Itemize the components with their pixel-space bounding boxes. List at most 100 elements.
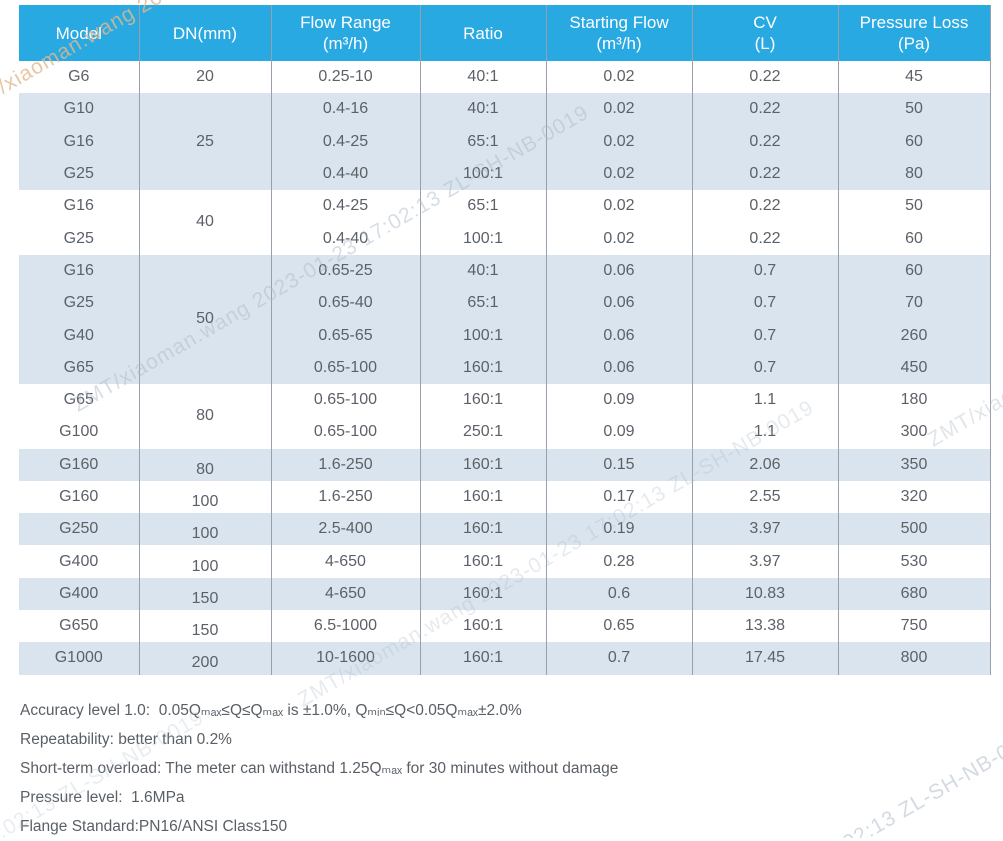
cell-starting-flow: 0.02 — [546, 222, 693, 255]
table-row: G25 0.4-40 100:1 0.02 0.22 60 — [19, 222, 991, 255]
cell-pressure-loss: 70 — [838, 287, 991, 320]
cell-flow-range: 0.4-25 — [271, 190, 421, 223]
col-header-label: Pressure Loss — [859, 13, 969, 32]
cell-dn: 200 — [139, 642, 272, 675]
cell-model: G65 — [19, 383, 140, 417]
col-header-flow-range: Flow Range (m³/h) — [271, 5, 421, 61]
col-header-ratio: Ratio — [420, 5, 547, 61]
cell-starting-flow: 0.17 — [546, 480, 693, 514]
table-row: G16 40 0.4-25 65:1 0.02 0.22 50 — [19, 190, 991, 255]
cell-cv: 0.22 — [692, 190, 839, 223]
cell-ratio: 65:1 — [420, 125, 547, 158]
cell-flow-range: 0.65-65 — [271, 319, 421, 352]
cell-model: G10 — [19, 93, 140, 126]
cell-starting-flow: 0.02 — [546, 190, 693, 223]
col-header-unit: (L) — [754, 34, 776, 53]
cell-ratio: 40:1 — [420, 61, 547, 94]
cell-starting-flow: 0.6 — [546, 577, 693, 611]
note-accuracy: Accuracy level 1.0: 0.05Qₘₐₓ≤Q≤Qₘₐₓ is ±… — [20, 701, 522, 719]
cell-ratio: 160:1 — [420, 642, 547, 675]
table-row: G25 0.4-40 100:1 0.02 0.22 80 — [19, 157, 991, 191]
cell-dn: 80 — [139, 448, 272, 481]
cell-dn: 100 — [139, 480, 272, 514]
cell-cv: 1.1 — [692, 416, 839, 449]
notes-block: Accuracy level 1.0: 0.05Qₘₐₓ≤Q≤Qₘₐₓ is ±… — [20, 696, 1003, 841]
cell-cv: 0.22 — [692, 222, 839, 255]
table-row: G40 0.65-65 100:1 0.06 0.7 260 — [19, 319, 991, 352]
cell-pressure-loss: 500 — [838, 513, 991, 546]
table-row: G650 150 6.5-1000 160:1 0.65 13.38 750 — [19, 610, 991, 643]
cell-pressure-loss: 80 — [838, 157, 991, 191]
cell-cv: 10.83 — [692, 577, 839, 611]
cell-starting-flow: 0.02 — [546, 61, 693, 94]
cell-cv: 2.55 — [692, 480, 839, 514]
cell-dn: 100 — [139, 545, 272, 578]
cell-dn: 40 — [139, 190, 272, 255]
cell-ratio: 100:1 — [420, 222, 547, 255]
cell-flow-range: 4-650 — [271, 545, 421, 578]
cell-model: G16 — [19, 190, 140, 223]
cell-ratio: 160:1 — [420, 577, 547, 611]
cell-starting-flow: 0.02 — [546, 157, 693, 191]
note-repeatability: Repeatability: better than 0.2% — [20, 730, 232, 748]
cell-ratio: 160:1 — [420, 545, 547, 578]
cell-model: G6 — [19, 61, 140, 94]
table-row: G6 20 0.25-10 40:1 0.02 0.22 45 — [19, 61, 991, 94]
col-header-label: CV — [753, 13, 777, 32]
cell-dn: 100 — [139, 513, 272, 546]
cell-flow-range: 0.65-100 — [271, 383, 421, 417]
cell-cv: 0.7 — [692, 351, 839, 384]
table-row: G160 80 1.6-250 160:1 0.15 2.06 350 — [19, 448, 991, 481]
cell-flow-range: 0.4-25 — [271, 125, 421, 158]
cell-model: G100 — [19, 416, 140, 449]
col-header-label: Ratio — [463, 23, 503, 43]
cell-cv: 0.22 — [692, 61, 839, 94]
cell-ratio: 160:1 — [420, 480, 547, 514]
cell-ratio: 160:1 — [420, 351, 547, 384]
cell-model: G25 — [19, 222, 140, 255]
cell-starting-flow: 0.06 — [546, 287, 693, 320]
cell-model: G400 — [19, 545, 140, 578]
table-body: G6 20 0.25-10 40:1 0.02 0.22 45 G10 25 0.4-16 40:1… — [19, 61, 991, 675]
cell-starting-flow: 0.02 — [546, 125, 693, 158]
col-header-pressure-loss: Pressure Loss (Pa) — [838, 5, 991, 61]
cell-flow-range: 0.65-100 — [271, 351, 421, 384]
cell-dn: 25 — [139, 93, 272, 191]
cell-flow-range: 4-650 — [271, 577, 421, 611]
cell-pressure-loss: 530 — [838, 545, 991, 578]
cell-pressure-loss: 60 — [838, 222, 991, 255]
col-header-label: DN(mm) — [172, 23, 238, 43]
cell-ratio: 40:1 — [420, 93, 547, 126]
cell-flow-range: 0.65-25 — [271, 254, 421, 288]
cell-starting-flow: 0.06 — [546, 351, 693, 384]
cell-starting-flow: 0.19 — [546, 513, 693, 546]
cell-ratio: 100:1 — [420, 319, 547, 352]
cell-model: G160 — [19, 480, 140, 514]
cell-pressure-loss: 450 — [838, 351, 991, 384]
cell-ratio: 160:1 — [420, 383, 547, 417]
cell-cv: 0.22 — [692, 93, 839, 126]
table-row: G25 0.65-40 65:1 0.06 0.7 70 — [19, 287, 991, 320]
cell-model: G650 — [19, 610, 140, 643]
cell-model: G400 — [19, 577, 140, 611]
cell-ratio: 250:1 — [420, 416, 547, 449]
cell-flow-range: 10-1600 — [271, 642, 421, 675]
note-pressure-level: Pressure level: 1.6MPa — [20, 788, 185, 806]
table-row: G160 100 1.6-250 160:1 0.17 2.55 320 — [19, 480, 991, 514]
cell-flow-range: 6.5-1000 — [271, 610, 421, 643]
table-row: G16 50 0.65-25 40:1 0.06 0.7 60 — [19, 254, 991, 384]
cell-cv: 0.22 — [692, 125, 839, 158]
cell-cv: 0.7 — [692, 287, 839, 320]
cell-ratio: 40:1 — [420, 254, 547, 288]
col-header-dn: DN(mm) — [139, 5, 272, 61]
table-row: G1000 200 10-1600 160:1 0.7 17.45 800 — [19, 642, 991, 675]
table-row: G400 150 4-650 160:1 0.6 10.83 680 — [19, 577, 991, 611]
cell-flow-range: 0.65-100 — [271, 416, 421, 449]
cell-dn: 20 — [139, 61, 272, 94]
col-header-unit: (m³/h) — [322, 34, 369, 53]
cell-pressure-loss: 750 — [838, 610, 991, 643]
cell-cv: 0.7 — [692, 319, 839, 352]
cell-flow-range: 0.4-40 — [271, 157, 421, 191]
cell-model: G40 — [19, 319, 140, 352]
cell-model: G16 — [19, 125, 140, 158]
